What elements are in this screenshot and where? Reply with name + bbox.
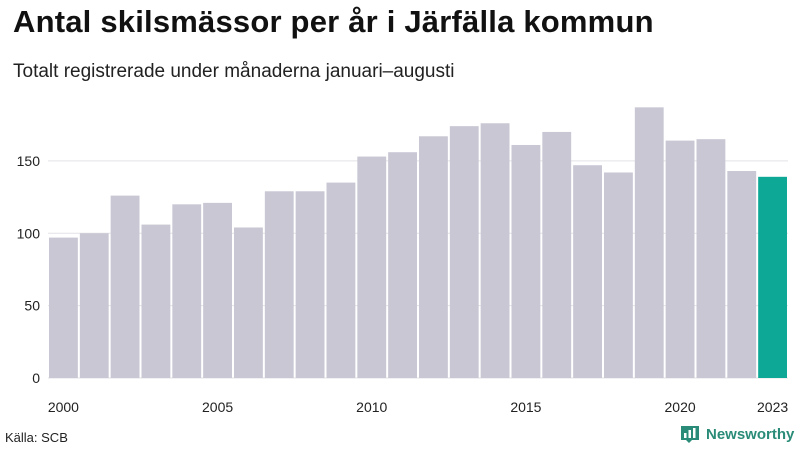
x-tick-label: 2000	[48, 399, 79, 415]
bar-chart-icon	[681, 426, 699, 443]
bar-2023	[758, 176, 787, 378]
bar-2012	[419, 136, 448, 378]
bar-2006	[234, 227, 263, 378]
bar-2015	[511, 144, 541, 378]
bar-2002	[110, 195, 140, 378]
bar-2014	[480, 123, 510, 379]
bar-2005	[203, 202, 232, 378]
bar-2009	[326, 182, 356, 378]
bar-2004	[172, 204, 202, 378]
bar-2003	[141, 224, 171, 378]
y-tick-label: 0	[32, 370, 40, 386]
x-tick-label: 2023	[757, 399, 788, 415]
source-note: Källa: SCB	[5, 430, 68, 445]
y-tick-label: 100	[17, 225, 41, 241]
x-tick-label: 2005	[202, 399, 233, 415]
y-axis-tick-labels: 0 50 100 150	[17, 153, 41, 386]
bar-2007	[264, 191, 294, 378]
y-tick-label: 150	[17, 153, 41, 169]
chart-subtitle: Totalt registrerade under månaderna janu…	[13, 61, 455, 82]
bar-2011	[388, 152, 417, 378]
brand-logo[interactable]: Newsworthy	[679, 424, 794, 444]
bar-2017	[573, 165, 602, 378]
bar-2008	[295, 191, 325, 378]
bar-2016	[542, 131, 572, 378]
chart-title: Antal skilsmässor per år i Järfälla komm…	[13, 4, 654, 39]
bar-2010	[357, 156, 387, 378]
bar-2018	[604, 172, 633, 378]
bar-2000	[49, 237, 78, 378]
bar-2020	[665, 140, 695, 378]
gridlines	[48, 160, 788, 379]
bar-2019	[634, 107, 664, 378]
bars	[49, 107, 787, 379]
x-tick-label: 2010	[356, 399, 387, 415]
x-axis-tick-labels: 2000 2005 2010 2015 2020 2023	[48, 399, 789, 415]
x-tick-label: 2020	[665, 399, 696, 415]
bar-2022	[727, 171, 757, 378]
bar-2013	[449, 126, 479, 378]
bar-2021	[696, 139, 726, 378]
bar-2001	[79, 233, 109, 378]
y-tick-label: 50	[24, 298, 40, 314]
brand-name: Newsworthy	[706, 425, 795, 443]
x-tick-label: 2015	[510, 399, 541, 415]
